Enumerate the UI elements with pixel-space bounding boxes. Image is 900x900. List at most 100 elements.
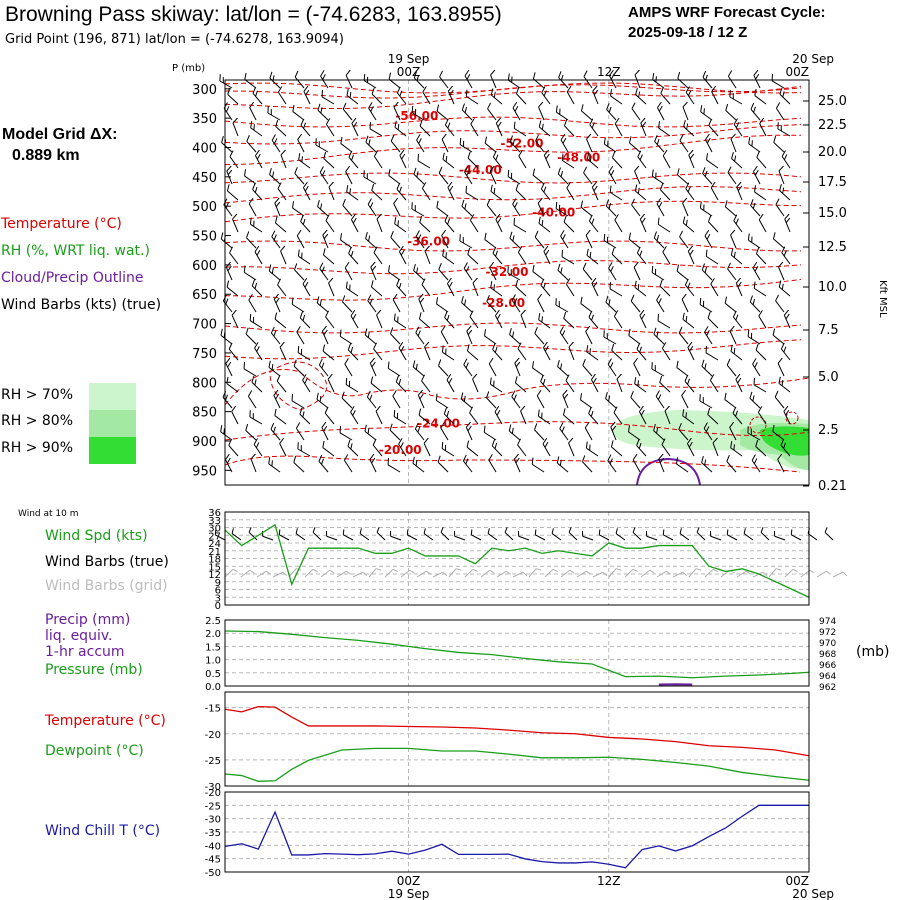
legend-rh90-swatch bbox=[89, 437, 136, 464]
wind-barb bbox=[469, 406, 479, 425]
wind-barb bbox=[220, 328, 233, 345]
wind-barb bbox=[628, 328, 641, 345]
wind-barb bbox=[538, 101, 545, 121]
grid-wind-barb bbox=[608, 568, 622, 578]
grid-wind-barb bbox=[240, 569, 255, 578]
grid-wind-barb bbox=[688, 568, 702, 578]
wind-barb bbox=[699, 297, 713, 313]
wind-barb bbox=[639, 213, 647, 233]
wind-barb bbox=[701, 456, 713, 473]
true-wind-barb bbox=[773, 530, 786, 541]
wind-barb bbox=[247, 390, 257, 409]
wind-barb bbox=[560, 230, 569, 249]
wind-barb bbox=[231, 309, 239, 329]
wind-barb bbox=[628, 425, 641, 441]
legend-rh80-label: RH > 80% bbox=[1, 413, 74, 429]
wind-barb bbox=[628, 232, 641, 249]
wind-barb bbox=[348, 150, 359, 169]
wind-barb bbox=[566, 85, 575, 105]
true-wind-barb bbox=[662, 529, 674, 541]
wind-barb bbox=[441, 229, 449, 249]
true-wind-barb bbox=[453, 530, 466, 541]
wind-barb bbox=[346, 185, 359, 201]
wind-barb bbox=[566, 182, 575, 201]
true-wind-barb bbox=[504, 527, 514, 541]
wind-barb bbox=[777, 122, 791, 137]
wind-tick-label: 27 bbox=[208, 531, 221, 542]
wind-barb bbox=[659, 375, 671, 393]
wind-barb bbox=[225, 261, 233, 281]
wind-barb bbox=[368, 102, 377, 121]
wind-barb bbox=[220, 232, 233, 249]
wind-barb bbox=[724, 296, 737, 313]
wind-barb bbox=[388, 168, 401, 185]
wind-barb bbox=[488, 454, 497, 473]
wind-barb bbox=[709, 374, 719, 393]
wind-barb bbox=[469, 214, 479, 233]
wind-barb bbox=[226, 184, 239, 201]
wind-barb bbox=[543, 149, 551, 169]
wind-barb bbox=[565, 278, 575, 297]
wind-tick-label: 33 bbox=[208, 516, 221, 527]
wind-barb bbox=[462, 454, 473, 473]
pressure-tick-label: 900 bbox=[192, 435, 217, 450]
wind-barb bbox=[365, 135, 377, 153]
isotherm bbox=[224, 368, 810, 406]
wind-barb bbox=[583, 70, 593, 89]
wind-barb bbox=[511, 390, 521, 409]
wind-barb bbox=[387, 361, 401, 377]
wind-barb bbox=[748, 137, 761, 153]
wind-barb bbox=[555, 105, 569, 121]
wind-barb bbox=[220, 425, 233, 441]
wind-barb bbox=[294, 167, 305, 185]
wind-barb bbox=[371, 87, 383, 105]
legend-rh70-swatch bbox=[89, 383, 136, 410]
top-time-label: 00Z bbox=[397, 65, 421, 79]
wind-barb bbox=[490, 281, 503, 297]
wind-barb bbox=[292, 104, 305, 121]
wind-barb bbox=[442, 249, 455, 265]
grid-wind-barb bbox=[224, 568, 239, 578]
wind-barb bbox=[603, 137, 617, 153]
wind-barb bbox=[297, 249, 311, 265]
wind-barb bbox=[228, 439, 239, 457]
wind-barb bbox=[300, 215, 311, 233]
wind-barb bbox=[701, 263, 713, 281]
true-wind-barb bbox=[517, 530, 530, 541]
wind-barb bbox=[345, 377, 359, 393]
wind-barb bbox=[614, 117, 623, 137]
wind-barb bbox=[373, 246, 383, 265]
wind-barb bbox=[772, 328, 785, 345]
wind-barb bbox=[364, 328, 377, 345]
wind-barb bbox=[533, 423, 545, 441]
wind-barb bbox=[637, 150, 647, 169]
wind-barb bbox=[325, 214, 335, 233]
wind-barb bbox=[421, 278, 431, 297]
grid-wind-barb bbox=[576, 570, 591, 578]
isotherm bbox=[224, 200, 802, 223]
wind-barb bbox=[363, 73, 377, 89]
wind-barb bbox=[268, 360, 281, 377]
wind-barb bbox=[275, 119, 287, 137]
wind-barb bbox=[490, 88, 503, 105]
grid-wind-barb bbox=[592, 571, 608, 578]
pressure-label: Pressure (mb) bbox=[45, 662, 143, 678]
wind-barb bbox=[443, 407, 455, 425]
wind-barb bbox=[350, 213, 359, 233]
wind-barb bbox=[655, 390, 665, 409]
wind-barb bbox=[271, 230, 281, 249]
wind-barb bbox=[302, 278, 311, 297]
windchill-tick-label: -40 bbox=[205, 841, 221, 852]
wind-barb bbox=[775, 294, 785, 313]
wind-barb bbox=[662, 246, 671, 265]
wind-barb bbox=[325, 118, 335, 137]
pressure-tick-label: 968 bbox=[819, 650, 836, 660]
wind-barb bbox=[657, 217, 671, 233]
grid-wind-barb bbox=[480, 569, 495, 578]
bottom-date-label: 19 Sep bbox=[388, 887, 430, 900]
wind-barb bbox=[436, 200, 449, 217]
wind-barb bbox=[461, 296, 473, 313]
wind-barb bbox=[446, 277, 455, 297]
wind-barb bbox=[634, 377, 647, 393]
wind-barb bbox=[412, 456, 425, 473]
